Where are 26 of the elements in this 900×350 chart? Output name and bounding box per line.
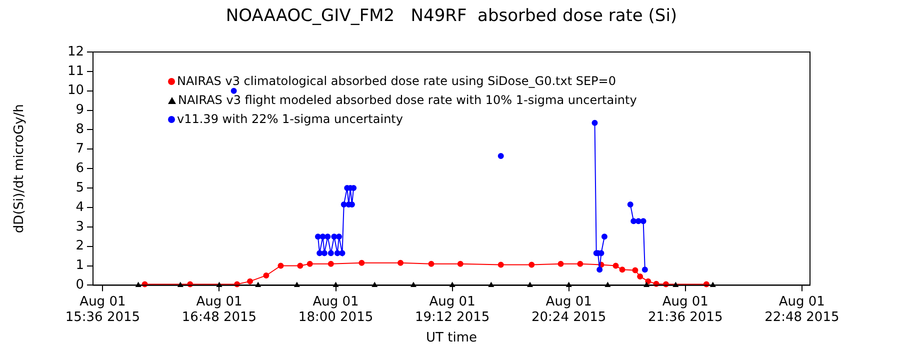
- y-axis-title: dD(Si)/dt microGy/h: [12, 104, 28, 234]
- x-tick-label: Aug 01 21:36 2015: [648, 294, 723, 325]
- legend-label: v11.39 with 22% 1-sigma uncertainty: [177, 111, 403, 128]
- x-tick-label: Aug 01 16:48 2015: [182, 294, 257, 325]
- y-tick-label: 5: [76, 180, 84, 196]
- legend-label: NAIRAS v3 climatological absorbed dose rate using SiDose_G0.txt SEP=0: [177, 73, 616, 90]
- x-tick-label: Aug 01 15:36 2015: [65, 294, 140, 325]
- chart-title: NOAAAOC_GIV_FM2 N49RF absorbed dose rate (Si): [224, 6, 678, 26]
- y-tick-label: 9: [76, 102, 84, 118]
- y-tick-label: 1: [76, 258, 84, 274]
- y-tick-label: 0: [76, 278, 84, 293]
- legend-label: NAIRAS v3 flight modeled absorbed dose rate with 10% 1-sigma uncertainty: [178, 92, 637, 109]
- x-tick-label: Aug 01 22:48 2015: [764, 294, 840, 325]
- y-tick-label: 4: [76, 200, 84, 215]
- y-tick-label: 12: [67, 44, 84, 60]
- y-tick-label: 3: [76, 219, 84, 234]
- y-tick-label: 11: [67, 64, 84, 79]
- x-tick-label: Aug 01 20:24 2015: [532, 294, 606, 325]
- y-tick-label: 8: [76, 122, 84, 138]
- y-tick-label: 7: [76, 142, 84, 157]
- x-tick-label: Aug 01 18:00 2015: [298, 294, 374, 325]
- y-tick-label: 2: [76, 238, 84, 254]
- y-tick-label: 10: [67, 83, 84, 98]
- x-tick-label: Aug 01 19:12 2015: [414, 294, 490, 325]
- y-tick-label: 6: [76, 160, 84, 176]
- x-axis-title: UT time: [426, 330, 477, 346]
